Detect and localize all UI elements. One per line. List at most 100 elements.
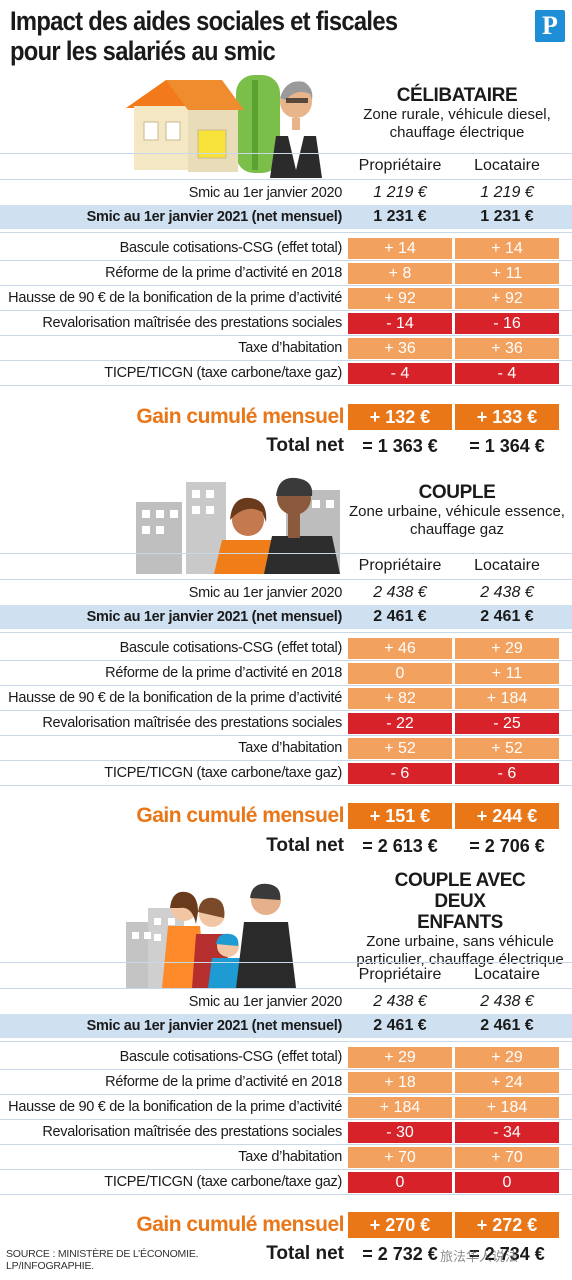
gain-renter: + 244 € — [455, 803, 559, 829]
total-owner: = 2 613 € — [362, 836, 438, 856]
row-taxe-habitation: Taxe d’habitation + 52 + 52 — [0, 736, 572, 760]
gain-label: Gain cumulé mensuel — [136, 804, 344, 827]
value-renter: - 4 — [455, 363, 559, 384]
household-type: CÉLIBATAIRE — [396, 85, 518, 106]
row-smic-2020: Smic au 1er janvier 2020 2 438 € 2 438 € — [0, 990, 572, 1014]
gain-owner: + 132 € — [348, 404, 452, 430]
row-label: Revalorisation maîtrisée des prestations… — [42, 315, 342, 331]
household-description: Zone rurale, véhicule diesel, chauffage … — [363, 106, 551, 141]
value-owner: + 46 — [348, 638, 452, 659]
value-owner: + 52 — [348, 738, 452, 759]
col-header-owner: Propriétaire — [358, 557, 442, 574]
total-label: Total net — [266, 835, 344, 856]
row-smic-2020: Smic au 1er janvier 2020 1 219 € 1 219 € — [0, 181, 572, 205]
value-renter: - 6 — [455, 763, 559, 784]
le-parisien-logo: P — [535, 10, 565, 42]
value-owner: 2 461 € — [373, 608, 427, 625]
value-owner: 1 219 € — [373, 184, 427, 201]
row-label: TICPE/TICGN (taxe carbone/taxe gaz) — [104, 365, 342, 381]
value-owner: - 4 — [348, 363, 452, 384]
value-owner: 1 231 € — [373, 208, 427, 225]
row-label: Smic au 1er janvier 2020 — [188, 185, 343, 201]
row-label: Hausse de 90 € de la bonification de la … — [8, 690, 342, 706]
row-label: Taxe d’habitation — [238, 1149, 342, 1165]
value-owner: - 14 — [348, 313, 452, 334]
section-header-family: COUPLE AVEC DEUX ENFANTS Zone urbaine, s… — [350, 870, 570, 969]
value-renter: 2 461 € — [480, 1017, 534, 1034]
household-description: Zone urbaine, véhicule essence, chauffag… — [349, 503, 565, 538]
value-owner: + 18 — [348, 1072, 452, 1093]
row-bonification: Hausse de 90 € de la bonification de la … — [0, 286, 572, 310]
row-prime: Réforme de la prime d’activité en 2018 +… — [0, 1070, 572, 1094]
value-owner: + 36 — [348, 338, 452, 359]
total-renter: = 1 364 € — [469, 436, 545, 456]
value-renter: + 24 — [455, 1072, 559, 1093]
value-owner: + 29 — [348, 1047, 452, 1068]
row-smic-2021: Smic au 1er janvier 2021 (net mensuel) 2… — [0, 605, 572, 629]
value-renter: + 92 — [455, 288, 559, 309]
row-label: Smic au 1er janvier 2020 — [188, 585, 343, 601]
row-label: Smic au 1er janvier 2020 — [188, 994, 343, 1010]
total-renter: = 2 734 € — [469, 1244, 545, 1264]
value-owner: 0 — [348, 663, 452, 684]
couple-city-illustration — [136, 477, 340, 574]
gain-renter: + 272 € — [455, 1212, 559, 1238]
page-title: Impact des aides sociales et fiscales po… — [10, 6, 398, 66]
row-label: Réforme de la prime d’activité en 2018 — [105, 265, 342, 281]
row-label: Taxe d’habitation — [238, 740, 342, 756]
value-owner: - 6 — [348, 763, 452, 784]
value-renter: 1 231 € — [480, 208, 534, 225]
row-ticpe: TICPE/TICGN (taxe carbone/taxe gaz) - 6 … — [0, 761, 572, 785]
row-smic-2021: Smic au 1er janvier 2021 (net mensuel) 2… — [0, 1014, 572, 1038]
value-renter: 2 438 € — [480, 584, 534, 601]
value-renter: + 14 — [455, 238, 559, 259]
family-city-illustration — [126, 883, 296, 988]
household-description: Zone urbaine, sans véhicule particulier,… — [356, 933, 564, 968]
value-renter: 2 438 € — [480, 993, 534, 1010]
value-renter: + 184 — [455, 688, 559, 709]
total-owner: = 2 732 € — [362, 1244, 438, 1264]
row-prime: Réforme de la prime d’activité en 2018 +… — [0, 261, 572, 285]
value-renter: - 16 — [455, 313, 559, 334]
row-label: Revalorisation maîtrisée des prestations… — [42, 1124, 342, 1140]
value-renter: 0 — [455, 1172, 559, 1193]
row-smic-2020: Smic au 1er janvier 2020 2 438 € 2 438 € — [0, 581, 572, 605]
gain-row: Gain cumulé mensuel + 132 € + 133 € — [0, 404, 572, 430]
row-csg: Bascule cotisations-CSG (effet total) + … — [0, 236, 572, 260]
col-header-renter: Locataire — [474, 557, 540, 574]
value-renter: + 184 — [455, 1097, 559, 1118]
value-owner: + 92 — [348, 288, 452, 309]
row-prestations: Revalorisation maîtrisée des prestations… — [0, 311, 572, 335]
value-owner: - 30 — [348, 1122, 452, 1143]
row-label: Bascule cotisations-CSG (effet total) — [119, 1049, 343, 1065]
total-row: Total net = 2 732 € = 2 734 € — [0, 1241, 572, 1267]
value-renter: + 11 — [455, 263, 559, 284]
value-owner: + 82 — [348, 688, 452, 709]
gain-row: Gain cumulé mensuel + 270 € + 272 € — [0, 1212, 572, 1238]
row-label: Réforme de la prime d’activité en 2018 — [105, 665, 342, 681]
source-note: SOURCE : MINISTÈRE DE L’ÉCONOMIE. LP/INF… — [6, 1248, 199, 1272]
value-renter: - 25 — [455, 713, 559, 734]
value-owner: 2 461 € — [373, 1017, 427, 1034]
row-label: Bascule cotisations-CSG (effet total) — [119, 240, 343, 256]
value-renter: + 11 — [455, 663, 559, 684]
value-owner: 0 — [348, 1172, 452, 1193]
household-type: COUPLE AVEC DEUX ENFANTS — [394, 870, 526, 933]
row-smic-2021: Smic au 1er janvier 2021 (net mensuel) 1… — [0, 205, 572, 229]
gain-owner: + 151 € — [348, 803, 452, 829]
value-owner: + 70 — [348, 1147, 452, 1168]
row-label: TICPE/TICGN (taxe carbone/taxe gaz) — [104, 765, 342, 781]
row-label: Réforme de la prime d’activité en 2018 — [105, 1074, 342, 1090]
household-type: COUPLE — [418, 482, 496, 503]
row-label: Smic au 1er janvier 2021 (net mensuel) — [86, 609, 343, 625]
section-header-couple: COUPLE Zone urbaine, véhicule essence, c… — [346, 482, 568, 539]
value-renter: + 52 — [455, 738, 559, 759]
value-renter: - 34 — [455, 1122, 559, 1143]
row-csg: Bascule cotisations-CSG (effet total) + … — [0, 1045, 572, 1069]
row-csg: Bascule cotisations-CSG (effet total) + … — [0, 636, 572, 660]
row-taxe-habitation: Taxe d’habitation + 36 + 36 — [0, 336, 572, 360]
value-owner: - 22 — [348, 713, 452, 734]
gain-label: Gain cumulé mensuel — [136, 405, 344, 428]
gain-renter: + 133 € — [455, 404, 559, 430]
watermark: 旅法华人说法 — [440, 1249, 519, 1264]
